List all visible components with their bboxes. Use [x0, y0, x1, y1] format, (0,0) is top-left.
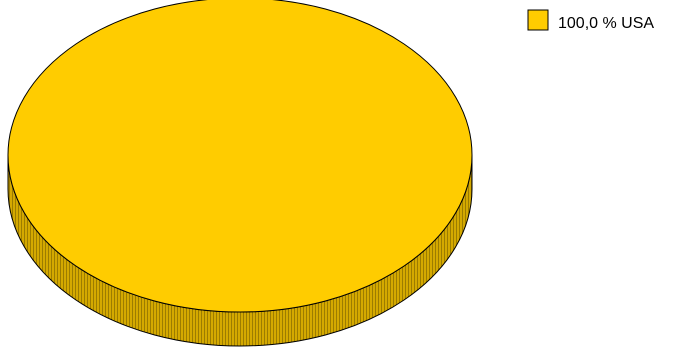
pie-slice-usa	[7, 0, 473, 313]
legend-label-usa: 100,0 % USA	[558, 15, 654, 32]
legend-swatch-usa	[527, 9, 549, 31]
pie-3d	[7, 0, 473, 347]
legend: 100,0 % USA	[527, 9, 654, 32]
